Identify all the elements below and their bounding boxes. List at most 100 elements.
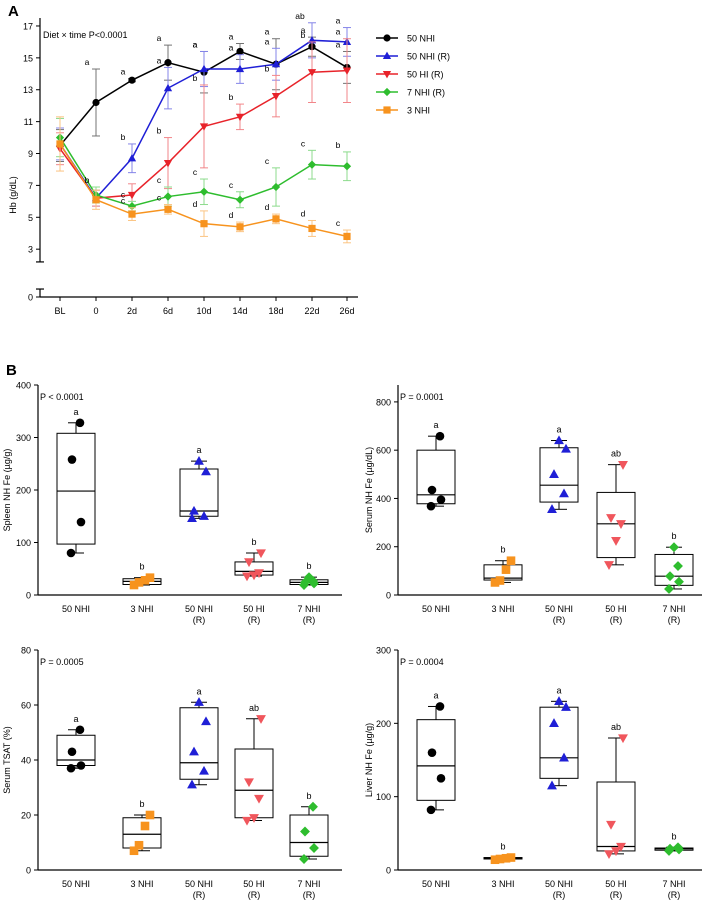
data-point (134, 840, 144, 850)
data-point (129, 846, 139, 856)
significance-label: c (157, 175, 162, 185)
data-point (254, 569, 264, 579)
y-tick-label: 200 (376, 542, 391, 552)
data-point (244, 778, 254, 788)
data-point (308, 224, 316, 233)
y-tick-label: 9 (28, 149, 33, 159)
x-tick-label: 50 NHI (545, 879, 573, 889)
x-tick-label: 7 NHI (297, 879, 320, 889)
y-tick-label: 200 (376, 719, 391, 729)
x-tick-label-line2: (R) (193, 615, 206, 625)
x-tick-label: 50 HI (605, 879, 627, 889)
data-point (490, 855, 500, 865)
data-point (66, 548, 76, 558)
significance-label: d (229, 210, 234, 220)
data-point (611, 847, 621, 857)
box-7-nhi-r-: b (289, 791, 329, 864)
data-point (435, 702, 445, 711)
data-point (199, 511, 209, 520)
significance-label: b (671, 531, 676, 541)
data-point (199, 187, 209, 196)
x-tick-label: BL (54, 306, 65, 316)
data-point (427, 748, 437, 757)
y-tick-label: 200 (16, 486, 31, 496)
box-50-hi-r-: b (234, 537, 274, 582)
y-tick-label: 0 (26, 866, 31, 876)
x-tick-label: 26d (339, 306, 354, 316)
box-iqr (416, 719, 456, 801)
x-tick-label: 3 NHI (491, 604, 514, 614)
annotation-text: Diet × time P<0.0001 (43, 30, 128, 40)
data-point (145, 573, 155, 582)
data-point (506, 556, 516, 566)
significance-label: b (265, 63, 270, 73)
box-50-nhi-r-: a (179, 445, 219, 523)
x-tick-label-line2: (R) (248, 890, 261, 900)
data-point (604, 850, 614, 860)
data-point (300, 826, 310, 837)
data-point (235, 195, 245, 204)
data-point (342, 67, 352, 75)
data-point (66, 763, 76, 773)
significance-label: c (301, 138, 306, 148)
data-point (199, 765, 209, 775)
y-tick-label: 3 (28, 245, 33, 255)
data-point (145, 810, 155, 820)
data-point (559, 488, 569, 498)
data-point (561, 443, 571, 453)
y-tick-label: 0 (386, 591, 391, 601)
y-tick-label: 80 (21, 646, 31, 656)
y-tick-label: 400 (376, 494, 391, 504)
data-point (559, 752, 569, 762)
panel-label-b: B (6, 362, 17, 379)
significance-label: b (500, 545, 505, 555)
data-point (506, 853, 516, 862)
x-tick-label: 0 (93, 306, 98, 316)
significance-label: a (301, 25, 306, 35)
box-50-nhi-r-: a (179, 686, 219, 789)
box-50-nhi: a (56, 407, 96, 558)
significance-label: c (157, 193, 162, 203)
significance-label: ab (249, 703, 259, 713)
y-tick-label: 20 (21, 811, 31, 821)
y-tick-label: 0 (386, 866, 391, 876)
box-7-nhi-r-: b (654, 831, 694, 856)
x-tick-label: 3 NHI (130, 604, 153, 614)
significance-label: c (265, 156, 270, 166)
y-tick-label: 17 (23, 21, 33, 31)
data-point (501, 565, 511, 574)
data-point (235, 113, 245, 122)
x-tick-label: 7 NHI (662, 879, 685, 889)
x-tick-label-line2: (R) (668, 890, 681, 900)
data-point (300, 577, 310, 588)
x-tick-label: 50 HI (605, 604, 627, 614)
x-tick-label: 50 NHI (62, 604, 90, 614)
y-tick-label: 100 (16, 538, 31, 548)
data-point (163, 83, 173, 92)
x-tick-label-line2: (R) (610, 890, 623, 900)
legend-marker (382, 87, 392, 97)
significance-label: ab (611, 722, 621, 732)
box-50-hi-r-: ab (234, 703, 274, 826)
significance-label: a (196, 686, 201, 696)
data-point (128, 210, 136, 218)
data-point (201, 716, 211, 726)
data-point (140, 821, 150, 831)
significance-label: a (336, 27, 341, 37)
data-point (611, 537, 621, 546)
data-point (309, 843, 319, 853)
significance-label: b (157, 126, 162, 136)
p-value-annotation: P = 0.0004 (400, 657, 444, 667)
data-point (554, 696, 564, 705)
box-iqr (596, 491, 636, 559)
y-tick-label: 800 (376, 397, 391, 407)
y-axis-label: Serum NH Fe (µg/dL) (364, 447, 374, 533)
data-point (164, 205, 172, 213)
legend-marker (382, 70, 392, 79)
y-tick-label: 300 (16, 433, 31, 443)
significance-label: b (193, 73, 198, 83)
data-point (242, 572, 252, 582)
data-point (604, 561, 614, 570)
legend-marker (383, 34, 391, 42)
